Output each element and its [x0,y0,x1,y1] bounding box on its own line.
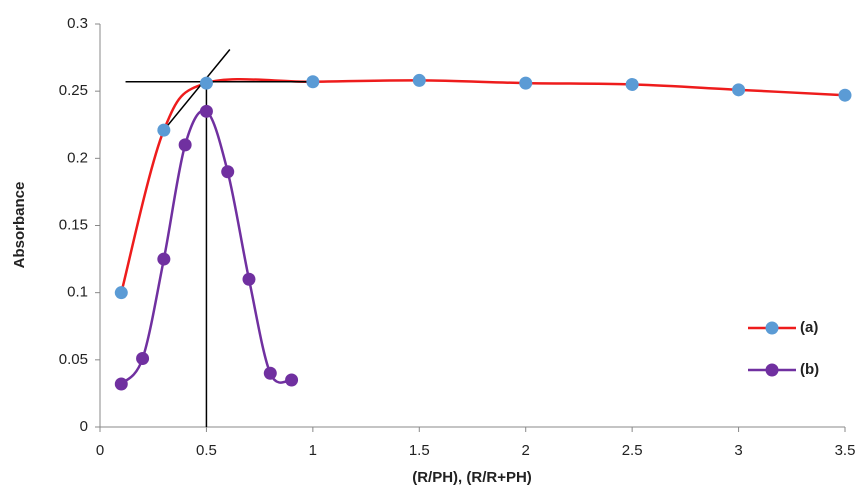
legend-marker [765,321,779,335]
data-point [263,366,277,380]
y-tick-label: 0.2 [67,149,88,166]
data-point [114,377,128,391]
data-point [136,351,150,365]
y-tick-label: 0.15 [59,216,88,233]
x-tick-label: 1 [309,442,317,459]
data-point [157,252,171,266]
guide-line [163,49,231,131]
x-axis-title: (R/PH), (R/R+PH) [412,469,532,486]
data-point [625,77,639,91]
legend-label: (b) [800,361,819,378]
data-point [199,76,213,90]
x-tick-label: 1.5 [409,442,430,459]
y-tick-label: 0.1 [67,284,88,301]
data-point [157,123,171,137]
data-point [412,73,426,87]
x-tick-label: 0 [96,442,104,459]
legend-marker [765,363,779,377]
data-point [199,104,213,118]
y-tick-label: 0 [80,418,88,435]
x-tick-label: 2.5 [622,442,643,459]
data-point [838,88,852,102]
x-tick-label: 3.5 [835,442,856,459]
data-point [285,373,299,387]
legend-label: (a) [800,319,818,336]
x-tick-label: 2 [522,442,530,459]
y-tick-label: 0.3 [67,15,88,32]
y-axis-title: Absorbance [11,182,28,269]
x-tick-label: 0.5 [196,442,217,459]
y-tick-label: 0.25 [59,82,88,99]
data-point [306,75,320,89]
data-point [221,165,235,179]
y-tick-label: 0.05 [59,351,88,368]
data-point [242,272,256,286]
data-point [732,83,746,97]
data-point [519,76,533,90]
data-point [178,138,192,152]
x-tick-label: 3 [734,442,742,459]
data-point [114,286,128,300]
